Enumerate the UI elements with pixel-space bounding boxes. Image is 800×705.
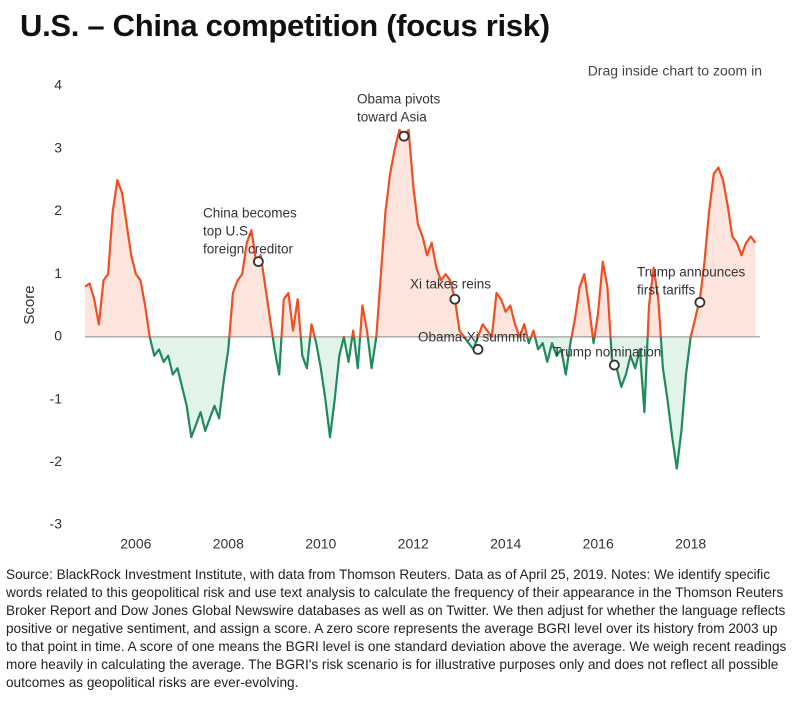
- chart: Drag inside chart to zoom in Score -3 -2 -…: [21, 63, 762, 552]
- y-tick-label: 4: [54, 77, 62, 93]
- annotation-label: Trump announces: [637, 265, 746, 280]
- zoom-hint: Drag inside chart to zoom in: [588, 63, 762, 79]
- annotation-label: foreign creditor: [203, 242, 294, 257]
- annotation-label: China becomes: [203, 206, 297, 221]
- x-tick-label: 2008: [213, 536, 244, 552]
- y-tick-label: -1: [50, 390, 63, 406]
- x-tick-label: 2010: [305, 536, 336, 552]
- annotation-label: Trump nomination: [553, 345, 661, 360]
- annotation-label: toward Asia: [357, 110, 427, 125]
- y-tick-label: -2: [50, 453, 63, 469]
- annotation-label: top U.S.: [203, 224, 252, 239]
- annotation-marker: [398, 130, 410, 142]
- annotation-label: Obama-Xi summit: [418, 330, 526, 345]
- y-tick-label: 0: [54, 328, 62, 344]
- y-tick-label: 1: [54, 265, 62, 281]
- y-tick-label: -3: [50, 516, 63, 532]
- chart-title: U.S. – China competition (focus risk): [20, 8, 550, 43]
- annotation-label: Obama pivots: [357, 92, 441, 107]
- annotation-marker: [608, 359, 620, 371]
- annotation-marker: [449, 293, 461, 305]
- annotation-marker: [694, 296, 706, 308]
- annotation-label: first tariffs: [637, 283, 696, 298]
- annotation-label: Xi takes reins: [410, 277, 491, 292]
- area: [85, 129, 756, 469]
- annotation-marker: [252, 256, 264, 268]
- annotation-marker: [472, 343, 484, 355]
- line: [84, 128, 757, 470]
- y-tick-label: 3: [54, 139, 62, 155]
- footnote: Source: BlackRock Investment Institute, …: [6, 567, 787, 690]
- x-tick-label: 2006: [120, 536, 151, 552]
- x-tick-label: 2018: [675, 536, 706, 552]
- x-tick-label: 2016: [583, 536, 614, 552]
- x-tick-label: 2014: [490, 536, 521, 552]
- x-tick-label: 2012: [398, 536, 429, 552]
- y-axis-label: Score: [21, 285, 38, 324]
- y-tick-label: 2: [54, 202, 62, 218]
